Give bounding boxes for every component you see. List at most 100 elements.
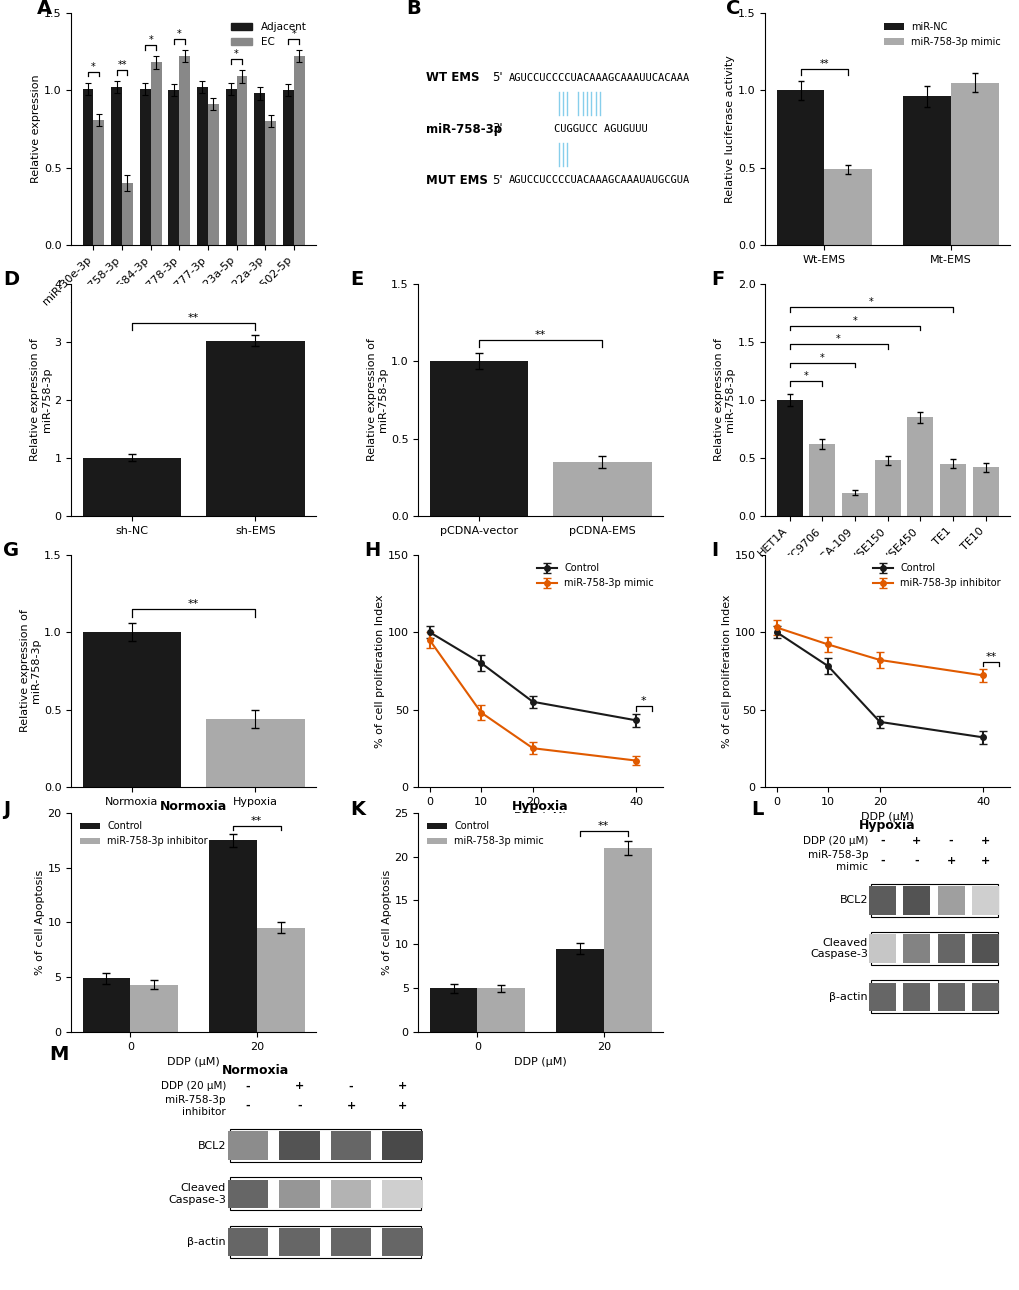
Bar (225, 89, 236, 245)
FancyBboxPatch shape (229, 1226, 421, 1259)
Bar (206, 341, 305, 516)
Text: G: G (3, 541, 19, 560)
Bar (823, 169, 871, 245)
Text: CUGGUCC AGUGUUU: CUGGUCC AGUGUUU (553, 124, 647, 134)
Text: Normoxia: Normoxia (221, 1064, 288, 1077)
Text: +: + (980, 857, 989, 866)
Bar (330, 1228, 371, 1256)
Bar (254, 93, 265, 245)
FancyBboxPatch shape (229, 1129, 421, 1162)
Bar (130, 984, 178, 1032)
Legend: Control, miR-758-3p mimic: Control, miR-758-3p mimic (423, 818, 547, 850)
Text: **: ** (534, 329, 546, 339)
Bar (971, 886, 998, 915)
Legend: Adjacent, EC: Adjacent, EC (227, 18, 310, 52)
Bar (555, 948, 603, 1032)
Bar (808, 444, 835, 516)
Bar (94, 120, 104, 245)
Text: K: K (350, 800, 365, 819)
Bar (603, 848, 651, 1032)
Bar (429, 361, 528, 516)
Bar (936, 934, 964, 962)
Text: *: * (868, 297, 873, 307)
Text: Cleaved
Caspase-3: Cleaved Caspase-3 (809, 938, 867, 960)
Text: miR-758-3p
mimic: miR-758-3p mimic (807, 850, 867, 872)
Text: 3': 3' (491, 123, 502, 135)
Text: β-actin: β-actin (187, 1237, 226, 1247)
Bar (429, 988, 477, 1032)
X-axis label: DDP (μM): DDP (μM) (860, 813, 913, 822)
Text: **: ** (187, 312, 199, 322)
Text: miR-758-3p
inhibitor: miR-758-3p inhibitor (165, 1095, 226, 1117)
Bar (382, 1228, 423, 1256)
FancyBboxPatch shape (869, 933, 997, 965)
Bar (279, 1179, 320, 1207)
Text: -: - (914, 857, 918, 866)
Text: H: H (365, 541, 380, 560)
Text: **: ** (251, 815, 262, 826)
Text: β-actin: β-actin (828, 992, 867, 1002)
Text: -: - (348, 1081, 353, 1091)
Text: -: - (879, 857, 884, 866)
Bar (197, 88, 208, 245)
Bar (906, 418, 932, 516)
Text: J: J (3, 800, 10, 819)
Legend: Control, miR-758-3p mimic: Control, miR-758-3p mimic (533, 560, 657, 592)
Bar (208, 104, 218, 245)
Bar (282, 90, 293, 245)
Text: Cleaved
Caspase-3: Cleaved Caspase-3 (168, 1183, 226, 1205)
Y-axis label: Relative expression of
miR-758-3p: Relative expression of miR-758-3p (19, 609, 41, 733)
Text: E: E (350, 270, 363, 289)
Y-axis label: Relative expression of
miR-758-3p: Relative expression of miR-758-3p (713, 338, 735, 462)
Bar (971, 934, 998, 962)
Y-axis label: % of cell proliferation Index: % of cell proliferation Index (721, 595, 732, 747)
Bar (477, 988, 525, 1032)
Bar (179, 57, 190, 245)
Text: -: - (297, 1102, 302, 1111)
Title: Hypoxia: Hypoxia (512, 800, 569, 813)
Text: +: + (980, 836, 989, 846)
Bar (868, 934, 896, 962)
Text: *: * (819, 352, 823, 362)
Y-axis label: % of cell Apoptosis: % of cell Apoptosis (35, 869, 45, 975)
Bar (841, 493, 867, 516)
Text: *: * (91, 62, 96, 72)
X-axis label: DDP (μM): DDP (μM) (514, 813, 567, 822)
Bar (902, 97, 950, 245)
Bar (227, 1179, 268, 1207)
Text: Hypoxia: Hypoxia (858, 819, 915, 832)
Bar (330, 1131, 371, 1160)
Bar (775, 400, 802, 516)
Legend: miR-NC, miR-758-3p mimic: miR-NC, miR-758-3p mimic (879, 18, 1004, 50)
Bar (775, 90, 823, 245)
Text: MUT EMS: MUT EMS (425, 174, 487, 187)
Bar (873, 461, 900, 516)
Bar (868, 983, 896, 1011)
Y-axis label: % of cell Apoptosis: % of cell Apoptosis (381, 869, 391, 975)
Bar (227, 1131, 268, 1160)
Text: -: - (879, 836, 884, 846)
Text: L: L (750, 800, 762, 819)
Text: M: M (49, 1045, 68, 1064)
Bar (971, 983, 998, 1011)
FancyBboxPatch shape (229, 1178, 421, 1210)
Bar (122, 183, 132, 245)
Text: **: ** (117, 61, 126, 70)
Text: +: + (294, 1081, 304, 1091)
Bar (83, 978, 130, 1032)
Bar (971, 467, 998, 516)
Bar (552, 462, 651, 516)
Text: +: + (911, 836, 920, 846)
X-axis label: DDP (μM): DDP (μM) (514, 1058, 567, 1067)
Bar (83, 458, 181, 516)
Text: -: - (246, 1081, 250, 1091)
Text: **: ** (597, 822, 608, 831)
Text: 5': 5' (491, 174, 502, 187)
Title: Normoxia: Normoxia (160, 800, 227, 813)
Bar (950, 83, 998, 245)
Text: -: - (246, 1102, 250, 1111)
FancyBboxPatch shape (869, 884, 997, 917)
Text: DDP (20 μM): DDP (20 μM) (802, 836, 867, 846)
Bar (936, 983, 964, 1011)
Bar (168, 90, 179, 245)
